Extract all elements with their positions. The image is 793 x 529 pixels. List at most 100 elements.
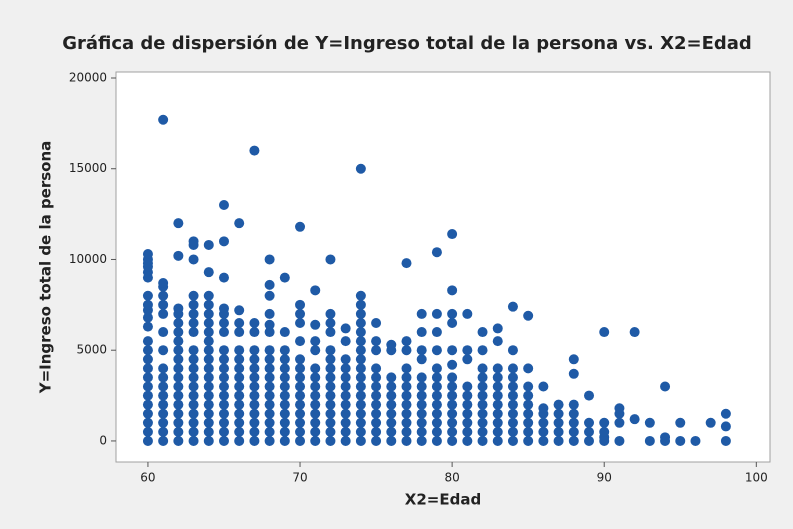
point [295, 363, 306, 374]
point [447, 317, 458, 328]
point [142, 321, 153, 332]
point [325, 254, 336, 265]
point [340, 390, 351, 401]
point [644, 435, 655, 446]
point [264, 381, 275, 392]
x-tick-label: 90 [597, 471, 612, 485]
point [264, 345, 275, 356]
point [401, 336, 412, 347]
point [173, 399, 184, 410]
point [295, 372, 306, 383]
point [203, 299, 214, 310]
point [507, 301, 518, 312]
point [218, 272, 229, 283]
point [264, 279, 275, 290]
point [325, 435, 336, 446]
point [507, 390, 518, 401]
point [173, 303, 184, 314]
point [507, 381, 518, 392]
y-tick-label: 5000 [76, 343, 107, 357]
point [142, 290, 153, 301]
point [340, 354, 351, 365]
point [218, 426, 229, 437]
point [355, 417, 366, 428]
point [386, 381, 397, 392]
point [158, 417, 169, 428]
point [462, 435, 473, 446]
point [188, 390, 199, 401]
point [234, 354, 245, 365]
point [203, 327, 214, 338]
x-axis-title: X2=Edad [405, 491, 481, 509]
point [142, 417, 153, 428]
point [142, 299, 153, 310]
point [234, 408, 245, 419]
point [142, 345, 153, 356]
point [188, 354, 199, 365]
point [203, 317, 214, 328]
point [218, 363, 229, 374]
point [401, 399, 412, 410]
point [279, 390, 290, 401]
point [295, 417, 306, 428]
point [492, 426, 503, 437]
point [629, 414, 640, 425]
point [553, 408, 564, 419]
point [203, 435, 214, 446]
point [401, 372, 412, 383]
point [447, 372, 458, 383]
point [295, 399, 306, 410]
point [416, 435, 427, 446]
point [234, 390, 245, 401]
point [523, 435, 534, 446]
point [218, 399, 229, 410]
point [264, 354, 275, 365]
point [523, 381, 534, 392]
point [584, 417, 595, 428]
point [416, 308, 427, 319]
point [462, 308, 473, 319]
point [279, 408, 290, 419]
point [249, 363, 260, 374]
point [310, 319, 321, 330]
point [295, 354, 306, 365]
point [203, 345, 214, 356]
point [249, 145, 260, 156]
point [158, 426, 169, 437]
point [234, 218, 245, 229]
point [295, 336, 306, 347]
point [188, 236, 199, 247]
point [431, 399, 442, 410]
point [538, 426, 549, 437]
point [431, 381, 442, 392]
point [325, 317, 336, 328]
point [310, 285, 321, 296]
point [325, 345, 336, 356]
point [279, 435, 290, 446]
point [310, 408, 321, 419]
point [234, 317, 245, 328]
point [234, 327, 245, 338]
point [431, 390, 442, 401]
point [203, 290, 214, 301]
y-axis-title: Y=Ingreso total de la persona [37, 141, 55, 395]
point [295, 426, 306, 437]
point [553, 426, 564, 437]
point [447, 417, 458, 428]
point [264, 290, 275, 301]
point [416, 399, 427, 410]
point [447, 408, 458, 419]
point [690, 435, 701, 446]
point [203, 390, 214, 401]
point [568, 399, 579, 410]
point [203, 372, 214, 383]
point [310, 381, 321, 392]
point [264, 372, 275, 383]
point [188, 317, 199, 328]
point [142, 426, 153, 437]
point [173, 363, 184, 374]
point [340, 363, 351, 374]
point [264, 363, 275, 374]
point [158, 345, 169, 356]
point [264, 254, 275, 265]
